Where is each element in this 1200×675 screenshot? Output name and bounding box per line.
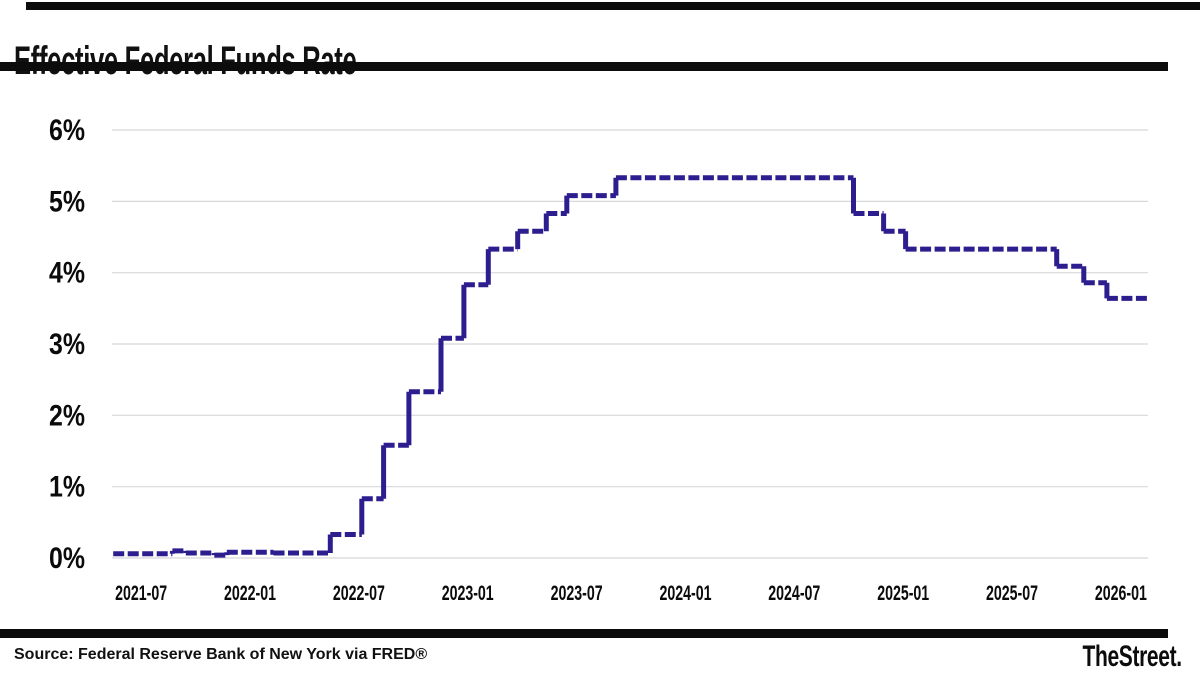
y-tick-label: 1% (49, 471, 85, 504)
x-tick-label: 2025-07 (986, 582, 1038, 605)
x-tick-label: 2021-07 (115, 582, 167, 605)
x-tick-label: 2026-01 (1095, 582, 1147, 605)
x-tick-label: 2023-07 (551, 582, 603, 605)
y-tick-label: 0% (49, 542, 85, 575)
x-tick-label: 2025-01 (877, 582, 929, 605)
x-tick-label: 2024-01 (660, 582, 712, 605)
x-tick-label: 2022-07 (333, 582, 385, 605)
y-tick-label: 3% (49, 328, 85, 361)
footer-rule (0, 629, 1168, 638)
x-tick-label: 2023-01 (442, 582, 494, 605)
thestreet-logo: TheStreet. (1082, 640, 1183, 673)
title-rule (0, 62, 1168, 71)
y-tick-label: 2% (49, 399, 85, 432)
x-tick-label: 2024-07 (768, 582, 820, 605)
y-tick-label: 6% (49, 114, 85, 147)
page-title: Effective Federal Funds Rate (14, 38, 357, 83)
y-tick-label: 5% (49, 185, 85, 218)
effr-line-risers (169, 177, 1110, 556)
x-tick-label: 2022-01 (224, 582, 276, 605)
effr-line-flat-segments (113, 175, 1148, 558)
source-attribution: Source: Federal Reserve Bank of New York… (14, 646, 428, 663)
y-tick-label: 4% (49, 257, 85, 290)
top-rule (26, 2, 1200, 10)
